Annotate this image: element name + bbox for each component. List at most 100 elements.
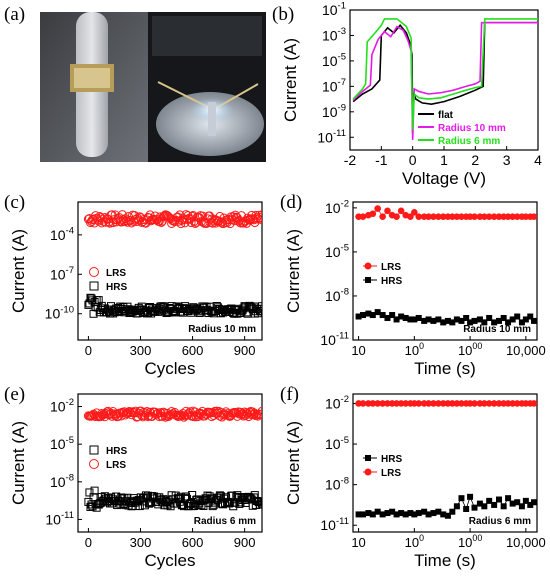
x-tick-label-b-4: 2	[471, 152, 479, 168]
y-tick-label-d-2: 10-8	[325, 287, 349, 304]
y-axis-label-f: Current (A)	[284, 421, 303, 505]
data-point-c-0-168	[256, 214, 262, 224]
data-point-c-0-144	[231, 212, 241, 222]
legend-label-b-2: Radius 6 mm	[438, 136, 500, 147]
data-point-e-1-104	[190, 407, 200, 417]
y-axis-label-b: Current (A)	[281, 38, 300, 122]
y-tick-label-b-1: 10-3	[322, 26, 346, 43]
x-tick-label-d-3: 10,000	[506, 343, 546, 358]
legend-label-c-0: LRS	[106, 268, 126, 279]
x-tick-label-b-2: 0	[409, 152, 417, 168]
plot-frame-f	[352, 393, 538, 533]
panel-label-c: (c)	[4, 192, 26, 213]
x-tick-label-d-1: 100	[405, 341, 424, 358]
data-point-c-1-168	[256, 307, 262, 316]
x-tick-label-c-0: 0	[85, 343, 92, 358]
y-tick-label-d-0: 10-2	[325, 199, 349, 216]
legend-marker-d-1	[365, 277, 371, 283]
data-point-e-1-168	[256, 409, 262, 419]
y-tick-label-b-0: 10-1	[322, 1, 346, 18]
y-tick-label-c-2: 10-10	[45, 304, 74, 321]
legend-marker-c-0	[89, 267, 99, 277]
x-tick-label-d-2: 1000	[458, 341, 482, 358]
x-axis-label-d: Time (s)	[414, 359, 476, 378]
chart-b-svg: -2 -1 0 1 2 3 4 10-1 10-3 10-5 10-7 10-9 10-11 Voltag…	[281, 1, 542, 188]
y-tick-label-b-5: 10-11	[317, 128, 346, 145]
data-point-c-0-166	[254, 210, 262, 220]
chart-d: 10 100 1000 10,000 10-2 10-5 10-8 10-11 Time (s)…	[275, 192, 550, 384]
x-axis-label-b: Voltage (V)	[402, 169, 486, 188]
y-axis-label-e: Current (A)	[9, 421, 28, 505]
data-point-e-1-161	[249, 410, 259, 420]
data-point-e-0-95	[181, 492, 190, 501]
data-point-e-1-48	[133, 412, 143, 422]
data-point-e-0-101	[188, 491, 197, 500]
y-tick-label-d-3: 10-11	[320, 331, 349, 348]
data-point-e-0-137	[225, 499, 234, 508]
y-tick-label-c-0: 10-4	[50, 226, 75, 243]
y-tick-label-e-0: 10-2	[50, 397, 74, 414]
data-point-f-0-0	[355, 511, 362, 518]
data-point-c-0-6	[90, 218, 100, 228]
y-axis-label-c: Current (A)	[9, 229, 28, 313]
data-point-e-0-1	[85, 488, 94, 497]
data-point-c-0-52	[137, 217, 147, 227]
chart-f: 10 100 1000 10,000 10-2 10-5 10-8 10-11 Time (s)…	[275, 384, 550, 574]
x-axis-label-e: Cycles	[144, 551, 195, 570]
series-line-d-0	[358, 207, 534, 218]
legend-label-b-1: Radius 10 mm	[438, 123, 506, 134]
x-tick-label-d-0: 10	[351, 343, 365, 358]
data-point-e-0-169	[258, 499, 262, 508]
y-tick-label-b-2: 10-5	[322, 52, 346, 69]
x-tick-label-f-0: 10	[351, 535, 365, 550]
panel-label-b: (b)	[272, 4, 295, 25]
series-line-b-2	[352, 18, 538, 130]
y-tick-label-e-2: 10-8	[50, 473, 74, 490]
data-point-c-0-169	[257, 210, 262, 220]
data-point-e-1-58	[143, 412, 153, 422]
data-point-e-0-168	[256, 498, 262, 507]
legend-marker-f-0	[365, 455, 371, 461]
y-tick-label-b-4: 10-9	[322, 103, 346, 120]
data-point-e-0-50	[135, 502, 144, 511]
legend-label-b-0: flat	[438, 110, 454, 121]
plot-area-d	[355, 205, 537, 326]
chart-e: 0 300 600 900 10-2 10-5 10-8 10-11 Cycles Current…	[0, 384, 275, 574]
y-tick-label-d-1: 10-5	[325, 243, 349, 260]
x-tick-label-e-0: 0	[85, 535, 92, 550]
legend-label-e-0: HRS	[106, 446, 127, 457]
y-tick-label-f-0: 10-2	[325, 394, 349, 411]
x-tick-label-f-1: 100	[405, 533, 424, 550]
data-point-c-0-17	[101, 217, 111, 227]
legend-label-f-1: LRS	[381, 468, 401, 479]
data-point-d-1-0	[355, 313, 362, 320]
x-tick-label-c-3: 900	[234, 343, 256, 358]
legend-label-f-0: HRS	[381, 454, 402, 465]
photo-probe-svg	[148, 12, 266, 162]
chart-c-svg: 0 300 600 900 10-4 10-7 10-10 Cycles Current (A)…	[9, 201, 263, 378]
data-point-c-1-2	[86, 293, 95, 302]
panel-label-f: (f)	[280, 384, 299, 405]
data-point-c-0-146	[233, 216, 243, 226]
plot-frame-c	[77, 201, 263, 341]
legend-marker-c-1	[89, 281, 99, 291]
x-axis-label-c: Cycles	[144, 359, 195, 378]
data-point-e-0-167	[255, 500, 262, 509]
data-point-c-1-169	[258, 302, 262, 311]
legend-marker-e-0	[89, 445, 99, 455]
data-point-c-0-132	[219, 213, 229, 223]
x-tick-label-b-5: 3	[503, 152, 511, 168]
x-tick-label-b-1: -1	[375, 152, 388, 168]
photo-tube-svg	[40, 12, 148, 162]
chart-b: -2 -1 0 1 2 3 4 10-1 10-3 10-5 10-7 10-9 10-11 Voltag…	[272, 0, 550, 192]
photo-probe-station	[148, 12, 266, 162]
y-tick-label-f-2: 10-8	[325, 475, 349, 492]
chart-f-svg: 10 100 1000 10,000 10-2 10-5 10-8 10-11 Time (s)…	[284, 393, 546, 570]
x-tick-label-b-0: -2	[344, 152, 357, 168]
y-tick-label-f-1: 10-5	[325, 435, 349, 452]
plot-area-f	[355, 400, 537, 519]
photo-bent-device-on-tube	[40, 12, 148, 162]
legend-marker-d-0	[364, 262, 372, 270]
y-tick-label-e-1: 10-5	[50, 435, 74, 452]
x-tick-label-b-3: 1	[440, 152, 448, 168]
